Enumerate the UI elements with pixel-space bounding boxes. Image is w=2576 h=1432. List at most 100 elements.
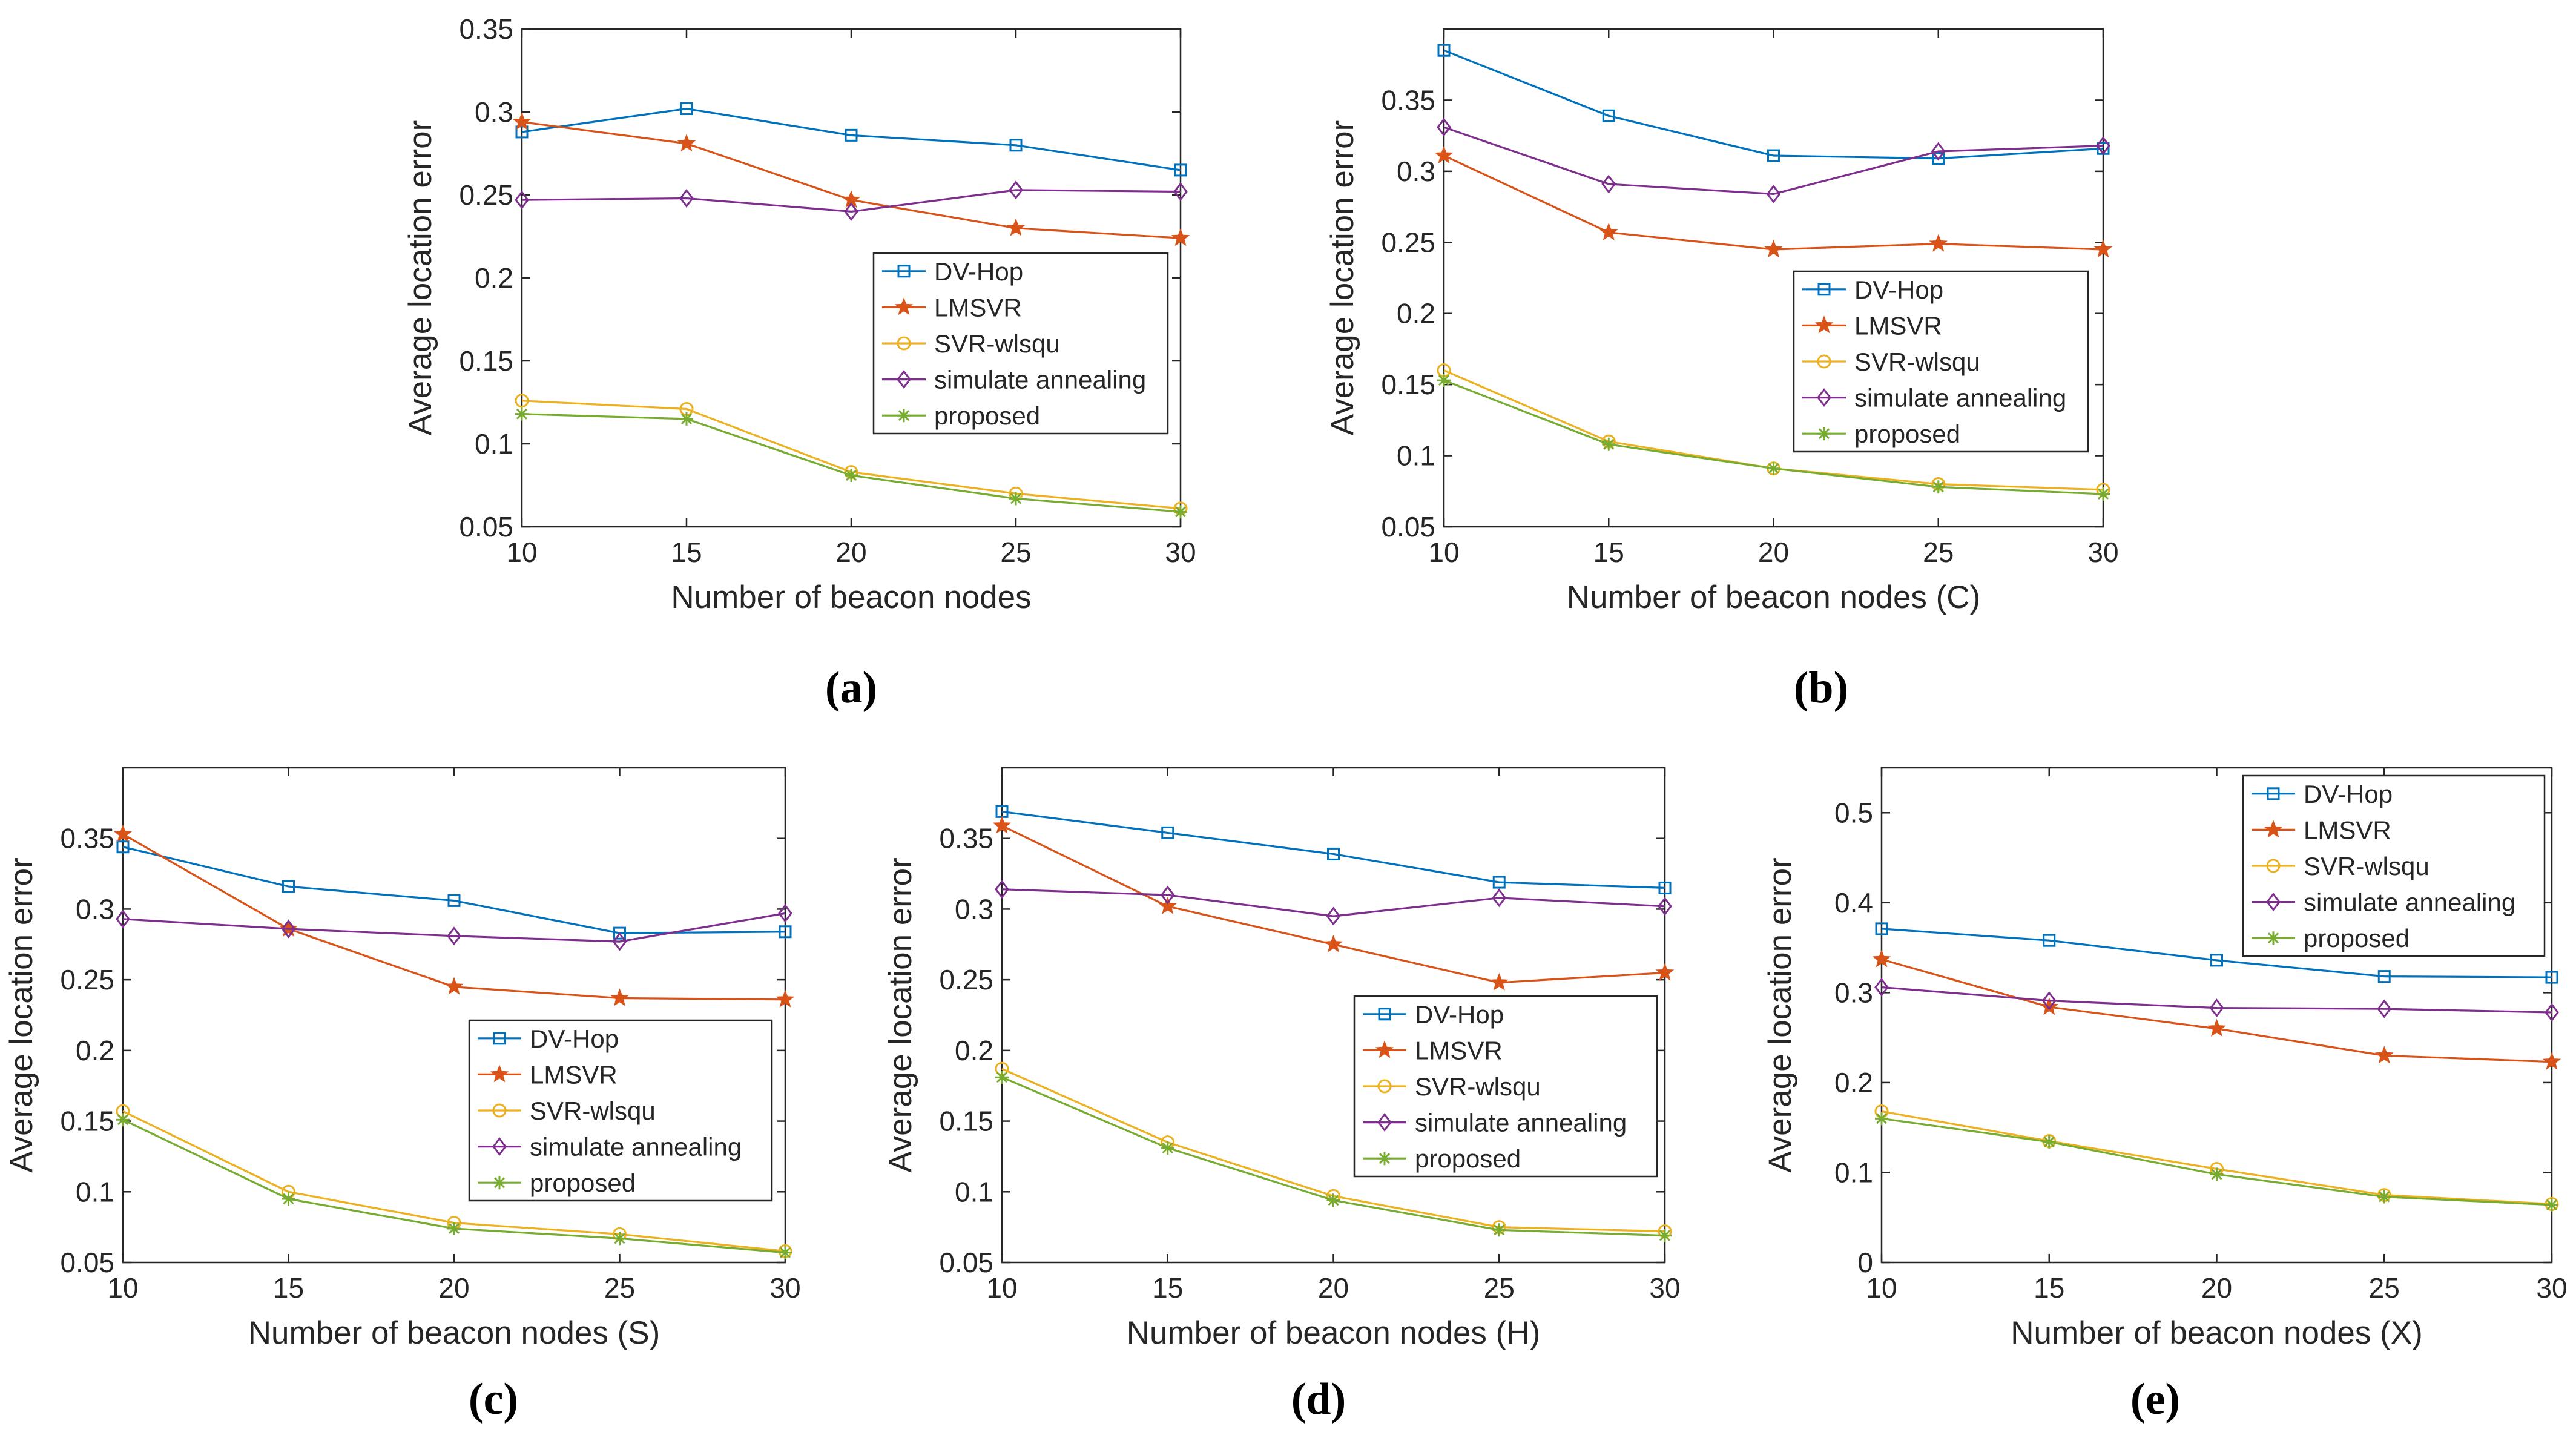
data-point bbox=[1160, 885, 1175, 905]
data-point bbox=[1489, 972, 1509, 991]
data-point bbox=[1326, 906, 1341, 926]
data-point bbox=[2040, 997, 2059, 1015]
series-lmsvr bbox=[1434, 145, 2113, 258]
x-tick-label: 30 bbox=[1165, 536, 1196, 568]
panel-caption: (e) bbox=[2130, 1374, 2180, 1424]
legend-marker bbox=[1817, 388, 1831, 407]
data-point bbox=[679, 189, 694, 208]
legend-label: simulate annealing bbox=[1854, 384, 2066, 412]
data-point bbox=[680, 102, 693, 116]
x-tick-label: 20 bbox=[2201, 1272, 2232, 1304]
y-tick-label: 0.3 bbox=[955, 893, 993, 925]
legend-label: proposed bbox=[1415, 1144, 1521, 1173]
legend: DV-Hop LMSVR SVR-wlsqu simulate annealing pr… bbox=[1793, 270, 2089, 453]
panel-caption: (c) bbox=[469, 1374, 518, 1424]
y-tick-label: 0.1 bbox=[475, 428, 513, 460]
y-tick-label: 0.25 bbox=[1381, 226, 1435, 258]
data-point bbox=[1158, 896, 1178, 914]
y-axis-label: Average location error bbox=[4, 857, 39, 1172]
legend-label: simulate annealing bbox=[2304, 888, 2515, 917]
data-point bbox=[282, 1192, 295, 1206]
legend-marker bbox=[897, 370, 911, 389]
data-point bbox=[2041, 991, 2057, 1011]
chart-2: 10 15 20 25 30 0.05 0.1 0.15 0.2 0.25 0.3 0.35 Numbe… bbox=[4, 767, 801, 1424]
y-tick-label: 0.35 bbox=[939, 823, 993, 854]
y-tick-label: 0.05 bbox=[939, 1247, 993, 1278]
data-point bbox=[1324, 934, 1343, 952]
data-point bbox=[1875, 922, 1888, 935]
data-point bbox=[992, 816, 1012, 834]
legend-label: DV-Hop bbox=[2304, 780, 2393, 808]
y-tick-label: 0.05 bbox=[60, 1247, 114, 1278]
x-tick-label: 25 bbox=[1000, 536, 1031, 568]
data-point bbox=[778, 903, 792, 923]
y-tick-label: 0.3 bbox=[1834, 977, 1873, 1008]
x-tick-label: 15 bbox=[2034, 1272, 2064, 1304]
data-point bbox=[610, 988, 629, 1006]
series-simulate-annealing bbox=[515, 180, 1188, 221]
data-point bbox=[1599, 222, 1618, 240]
data-point bbox=[116, 1113, 130, 1127]
data-point bbox=[1658, 897, 1672, 916]
legend-label: proposed bbox=[2304, 924, 2410, 952]
data-point bbox=[113, 824, 133, 842]
data-point bbox=[1767, 461, 1780, 475]
series-line bbox=[1001, 810, 1665, 889]
data-point bbox=[2210, 1167, 2224, 1181]
y-tick-label: 0.2 bbox=[955, 1035, 993, 1066]
y-tick-label: 0.1 bbox=[1834, 1156, 1873, 1188]
data-point bbox=[2542, 1052, 2561, 1070]
data-point bbox=[1767, 149, 1780, 162]
data-point bbox=[1601, 174, 1616, 194]
series-proposed bbox=[515, 407, 1187, 519]
legend: DV-Hop LMSVR SVR-wlsqu simulate annealing pr… bbox=[2242, 774, 2546, 957]
legend-marker bbox=[2264, 820, 2283, 838]
y-tick-label: 0.25 bbox=[459, 179, 513, 211]
y-tick-label: 0.1 bbox=[1397, 440, 1435, 472]
legend-marker bbox=[492, 1137, 507, 1156]
x-tick-label: 25 bbox=[604, 1272, 635, 1304]
legend-label: LMSVR bbox=[530, 1060, 618, 1089]
x-tick-label: 10 bbox=[1428, 536, 1459, 568]
data-point bbox=[2210, 954, 2223, 967]
x-tick-label: 10 bbox=[506, 536, 537, 568]
data-point bbox=[1602, 109, 1615, 122]
data-point bbox=[2097, 487, 2110, 501]
data-point bbox=[515, 407, 529, 421]
data-point bbox=[613, 1232, 627, 1246]
data-point bbox=[612, 932, 627, 951]
data-point bbox=[2374, 1046, 2394, 1064]
data-point bbox=[1437, 44, 1451, 57]
data-point bbox=[776, 989, 795, 1008]
legend-marker bbox=[1378, 1008, 1391, 1021]
y-tick-label: 0.15 bbox=[459, 345, 513, 377]
panel-caption: (a) bbox=[825, 663, 877, 713]
legend-label: DV-Hop bbox=[1854, 276, 1943, 304]
x-tick-label: 10 bbox=[107, 1272, 138, 1304]
legend-label: SVR-wlsqu bbox=[1415, 1072, 1541, 1101]
data-point bbox=[1872, 949, 1891, 968]
y-tick-label: 0.5 bbox=[1834, 797, 1873, 828]
data-point bbox=[1764, 239, 1783, 258]
series-dv-hop bbox=[515, 102, 1187, 177]
legend-label: LMSVR bbox=[1854, 311, 1942, 340]
series-line bbox=[521, 189, 1181, 213]
data-point bbox=[1932, 152, 1945, 165]
legend-marker bbox=[2266, 893, 2281, 912]
data-point bbox=[2042, 1135, 2056, 1149]
data-point bbox=[1009, 492, 1023, 506]
y-tick-label: 0.2 bbox=[1397, 298, 1435, 329]
x-tick-label: 30 bbox=[769, 1272, 800, 1304]
legend-marker bbox=[493, 1176, 506, 1190]
y-axis-label: Average location error bbox=[1325, 120, 1360, 435]
data-point bbox=[1655, 963, 1675, 981]
chart-1: 10 15 20 25 30 0.05 0.1 0.15 0.2 0.25 0.3 0.35 Numbe… bbox=[1325, 28, 2119, 713]
data-point bbox=[515, 125, 529, 139]
series-line bbox=[1001, 888, 1665, 917]
legend-label: proposed bbox=[934, 401, 1040, 430]
data-point bbox=[2043, 934, 2056, 947]
legend-marker bbox=[2267, 931, 2280, 945]
legend-marker bbox=[2266, 859, 2281, 873]
data-point bbox=[2093, 239, 2113, 258]
